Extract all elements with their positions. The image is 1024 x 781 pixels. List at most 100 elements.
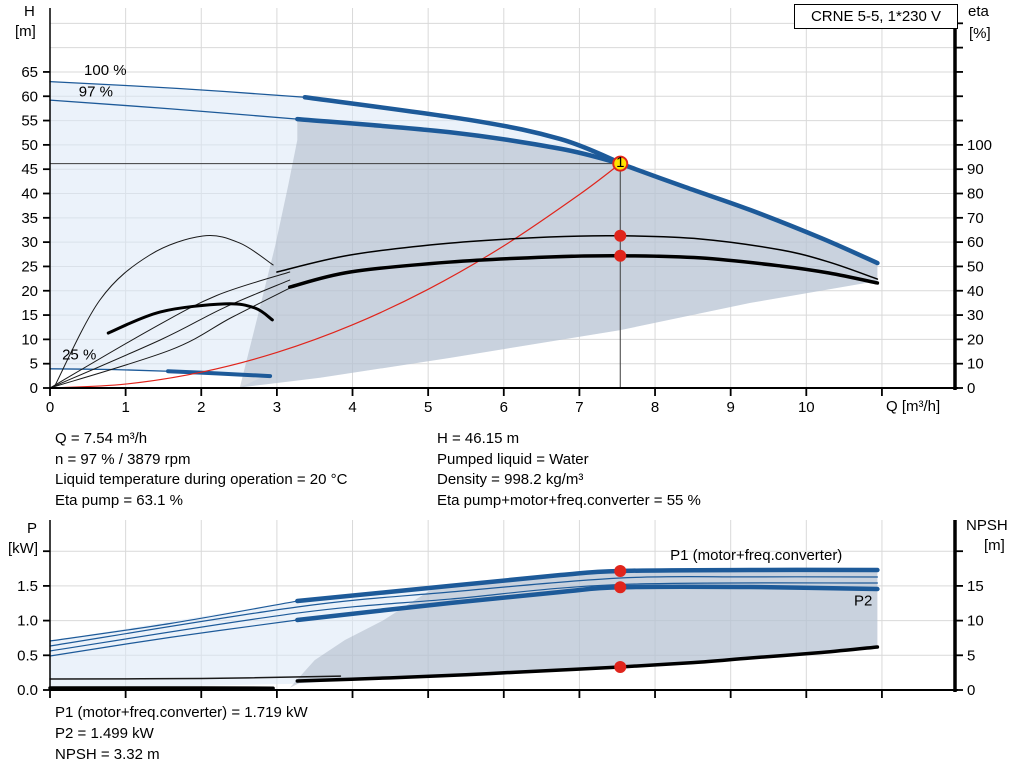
series-speed-100-thin	[49, 81, 306, 98]
x-tick-label: 3	[273, 399, 281, 416]
operating-dot	[614, 229, 627, 242]
y-left-tick-label: 0	[30, 380, 38, 397]
eta-axis-name: eta	[968, 3, 989, 20]
x-tick-label: 4	[348, 399, 356, 416]
y-left-tick-label: 0.5	[17, 647, 38, 664]
series-eta-fan-3	[49, 287, 291, 389]
qh-chart: 0510152025303540455055606501020304050607…	[21, 8, 992, 416]
y-right-tick-label: 20	[967, 331, 984, 348]
operating-dot	[614, 660, 627, 673]
y-right-tick-label: 100	[967, 137, 992, 154]
p-axis-name: P	[27, 520, 38, 537]
series-p1-thin	[49, 600, 298, 642]
y-left-tick-label: 25	[21, 258, 38, 275]
y-left-tick-label: 1.0	[17, 613, 38, 630]
series-speed-97-thick	[295, 116, 623, 166]
y-left-tick-label: 1.5	[17, 578, 38, 595]
y-right-tick-label: 10	[967, 613, 984, 630]
duty-info-left: Q = 7.54 m³/h n = 97 % / 3879 rpm Liquid…	[55, 429, 347, 511]
y-left-tick-label: 55	[21, 113, 38, 130]
info-npsh: NPSH = 3.32 m	[55, 746, 160, 763]
y-right-tick-label: 80	[967, 186, 984, 203]
duty-point	[612, 155, 629, 172]
y-left-tick-label: 60	[21, 88, 38, 105]
x-tick-label: 0	[46, 399, 54, 416]
y-left-tick-label: 35	[21, 210, 38, 227]
duty-point-label: 1	[616, 154, 624, 171]
y-right-tick-label: 50	[967, 258, 984, 275]
y-right-tick-label: 0	[967, 380, 975, 397]
y-right-tick-label: 60	[967, 234, 984, 251]
npsh-axis-name: NPSH	[966, 517, 1008, 534]
info-p2: P2 = 1.499 kW	[55, 725, 154, 742]
x-tick-label: 1	[121, 399, 129, 416]
curve-label: 97 %	[79, 83, 113, 100]
x-tick-label: 7	[575, 399, 583, 416]
series-p2-thin	[49, 619, 298, 657]
y-right-tick-label: 90	[967, 161, 984, 178]
y-left-tick-label: 65	[21, 64, 38, 81]
series-speed-100-thick	[302, 94, 623, 166]
series-eta-fan-2	[49, 279, 291, 389]
power-envelope-pale	[50, 570, 878, 690]
curve-label: 25 %	[62, 346, 96, 363]
y-left-tick-label: 10	[21, 331, 38, 348]
pump-title-box: CRNE 5-5, 1*230 V	[794, 4, 958, 29]
series-eta-fan-1	[49, 271, 291, 389]
series-system-curve	[49, 162, 621, 389]
series-speed-25-thick	[165, 369, 273, 379]
series-eta-arc-25-thin	[53, 235, 274, 389]
y-left-tick-label: 0.0	[17, 682, 38, 699]
series-p1-100-thin	[49, 575, 878, 647]
operating-dot	[614, 564, 627, 577]
y-right-tick-label: 70	[967, 210, 984, 227]
y-left-tick-label: 20	[21, 283, 38, 300]
info-eta-total: Eta pump+motor+freq.converter = 55 %	[437, 491, 701, 509]
info-h: H = 46.15 m	[437, 430, 520, 447]
power-info-block: P1 (motor+freq.converter) = 1.719 kW P2 …	[55, 702, 308, 765]
operating-dot	[614, 249, 627, 262]
info-n: n = 97 % / 3879 rpm	[55, 450, 191, 468]
duty-info-right: H = 46.15 m Pumped liquid = Water Densit…	[437, 429, 701, 511]
x-tick-label: 2	[197, 399, 205, 416]
series-max-speed-continuation	[618, 161, 880, 266]
info-temp: Liquid temperature during operation = 20…	[55, 471, 348, 489]
y-right-tick-label: 30	[967, 307, 984, 324]
operating-range-dark	[239, 119, 878, 388]
power-npsh-chart: 0.0 0.5 1.0 1.5 0 5 10 15 P1 (motor+freq.convert…	[17, 520, 984, 699]
y-left-tick-label: 45	[21, 161, 38, 178]
x-tick-label: 8	[651, 399, 659, 416]
y-right-tick-label: 15	[967, 578, 984, 595]
series-p2-thick	[295, 584, 880, 623]
y-left-tick-label: 30	[21, 234, 38, 251]
info-p1: P1 (motor+freq.converter) = 1.719 kW	[55, 704, 308, 721]
series-npsh-flat-thin	[49, 675, 342, 680]
series-p1-thick	[295, 567, 880, 604]
y-left-tick-label: 5	[30, 356, 38, 373]
p-axis-unit: [kW]	[8, 540, 38, 557]
eta-axis-unit: [%]	[969, 25, 991, 42]
h-axis-name: H	[24, 3, 35, 20]
y-right-tick-label: 10	[967, 356, 984, 373]
info-eta-pump: Eta pump = 63.1 %	[55, 491, 183, 509]
x-tick-label: 9	[726, 399, 734, 416]
x-tick-label: 5	[424, 399, 432, 416]
y-left-tick-label: 15	[21, 307, 38, 324]
series-p2-100-thin	[49, 582, 878, 652]
series-eta-pump	[276, 234, 879, 280]
series-eta-arc-25-thick	[106, 302, 274, 335]
curve-label: P2	[854, 592, 872, 609]
control-envelope-pale	[50, 81, 878, 388]
y-right-tick-label: 40	[967, 283, 984, 300]
h-axis-unit: [m]	[15, 23, 36, 40]
y-right-tick-label: 0	[967, 682, 975, 699]
operating-dot	[614, 581, 627, 594]
series-speed-97-thin	[49, 99, 298, 120]
npsh-axis-unit: [m]	[984, 537, 1005, 554]
info-density: Density = 998.2 kg/m³	[437, 471, 584, 489]
curve-label: 100 %	[84, 62, 127, 79]
y-right-tick-label: 5	[967, 647, 975, 664]
info-q: Q = 7.54 m³/h	[55, 430, 148, 447]
